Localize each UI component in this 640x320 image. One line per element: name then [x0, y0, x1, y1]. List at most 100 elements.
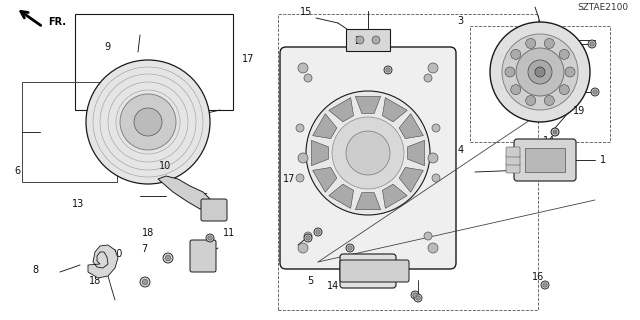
Circle shape [414, 294, 422, 302]
Circle shape [384, 66, 392, 74]
Circle shape [525, 38, 536, 48]
Circle shape [544, 96, 554, 106]
FancyBboxPatch shape [190, 240, 216, 272]
Circle shape [386, 68, 390, 72]
Circle shape [544, 38, 554, 48]
Text: 12: 12 [558, 89, 571, 100]
Circle shape [296, 124, 304, 132]
Circle shape [535, 67, 545, 77]
FancyBboxPatch shape [201, 199, 227, 221]
Circle shape [134, 108, 162, 136]
Text: 10: 10 [159, 161, 172, 171]
Circle shape [332, 117, 404, 189]
FancyBboxPatch shape [280, 47, 456, 269]
Circle shape [165, 255, 171, 261]
Circle shape [428, 153, 438, 163]
Circle shape [553, 130, 557, 134]
Text: 9: 9 [104, 42, 111, 52]
Polygon shape [88, 245, 118, 278]
Circle shape [588, 40, 596, 48]
Polygon shape [399, 167, 423, 192]
Text: 11: 11 [223, 228, 236, 238]
Circle shape [424, 74, 432, 82]
Circle shape [432, 174, 440, 182]
Circle shape [505, 67, 515, 77]
Circle shape [543, 283, 547, 287]
Text: 5: 5 [307, 276, 314, 286]
Circle shape [208, 236, 212, 240]
Circle shape [163, 253, 173, 263]
Circle shape [298, 243, 308, 253]
Circle shape [432, 124, 440, 132]
Polygon shape [329, 98, 353, 122]
Text: 6: 6 [15, 166, 21, 176]
Text: 13: 13 [72, 199, 84, 209]
Text: 14: 14 [326, 281, 339, 292]
Circle shape [502, 34, 578, 110]
Circle shape [206, 234, 214, 242]
Text: 20: 20 [110, 249, 123, 260]
Text: 18: 18 [142, 228, 155, 238]
FancyBboxPatch shape [506, 163, 520, 173]
Circle shape [348, 246, 352, 250]
Text: 2: 2 [354, 36, 360, 46]
Circle shape [142, 279, 148, 285]
Circle shape [306, 236, 310, 240]
Polygon shape [312, 140, 328, 166]
Circle shape [428, 243, 438, 253]
Circle shape [304, 232, 312, 240]
Text: 1: 1 [600, 155, 606, 165]
Circle shape [346, 131, 390, 175]
Bar [525, 148, 565, 172]
Circle shape [316, 230, 320, 234]
Bar [352, 263, 384, 281]
Circle shape [551, 128, 559, 136]
Circle shape [296, 174, 304, 182]
Circle shape [511, 84, 521, 95]
FancyBboxPatch shape [506, 155, 520, 165]
Polygon shape [329, 184, 353, 208]
Text: 17: 17 [242, 54, 255, 64]
Polygon shape [355, 96, 381, 114]
Circle shape [413, 293, 417, 297]
Circle shape [298, 63, 308, 73]
Polygon shape [383, 98, 407, 122]
Polygon shape [313, 114, 337, 139]
Circle shape [528, 60, 552, 84]
Circle shape [298, 153, 308, 163]
Text: 19: 19 [573, 106, 586, 116]
Text: FR.: FR. [48, 17, 66, 27]
FancyBboxPatch shape [340, 260, 409, 282]
Text: 18: 18 [88, 276, 101, 286]
Circle shape [516, 48, 564, 96]
Circle shape [411, 291, 419, 299]
Circle shape [304, 234, 312, 242]
Text: 4: 4 [458, 145, 464, 155]
Polygon shape [399, 114, 423, 139]
Bar [75, 14, 233, 110]
Bar [470, 26, 610, 142]
Text: 17: 17 [283, 173, 296, 184]
Circle shape [591, 88, 599, 96]
Text: SZTAE2100: SZTAE2100 [577, 3, 628, 12]
Text: 3: 3 [458, 16, 464, 26]
Circle shape [304, 74, 312, 82]
Circle shape [593, 90, 597, 94]
Circle shape [140, 277, 150, 287]
Circle shape [590, 42, 594, 46]
Polygon shape [158, 176, 210, 209]
Polygon shape [408, 140, 424, 166]
FancyBboxPatch shape [340, 254, 396, 288]
Circle shape [565, 67, 575, 77]
FancyBboxPatch shape [346, 29, 390, 51]
Polygon shape [383, 184, 407, 208]
Circle shape [314, 228, 322, 236]
Text: 7: 7 [141, 244, 147, 254]
Text: 15: 15 [300, 7, 312, 17]
Polygon shape [313, 167, 337, 192]
Bar [22, 82, 117, 182]
Circle shape [346, 244, 354, 252]
Circle shape [416, 296, 420, 300]
Text: 16: 16 [197, 193, 210, 203]
FancyBboxPatch shape [514, 139, 576, 181]
